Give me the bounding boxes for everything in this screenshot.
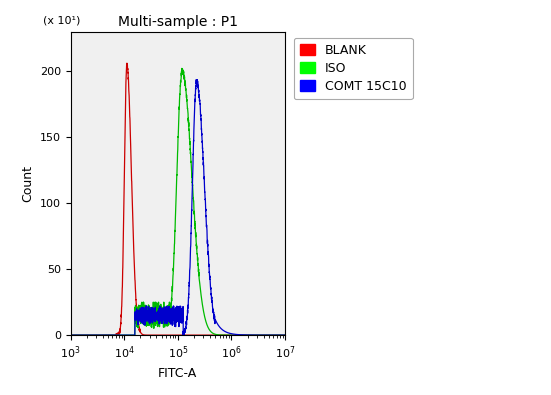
Y-axis label: Count: Count [21, 165, 34, 202]
Text: (x 10¹): (x 10¹) [42, 15, 80, 26]
Legend: BLANK, ISO, COMT 15C10: BLANK, ISO, COMT 15C10 [294, 38, 413, 99]
Title: Multi-sample : P1: Multi-sample : P1 [118, 15, 238, 29]
X-axis label: FITC-A: FITC-A [158, 367, 197, 380]
